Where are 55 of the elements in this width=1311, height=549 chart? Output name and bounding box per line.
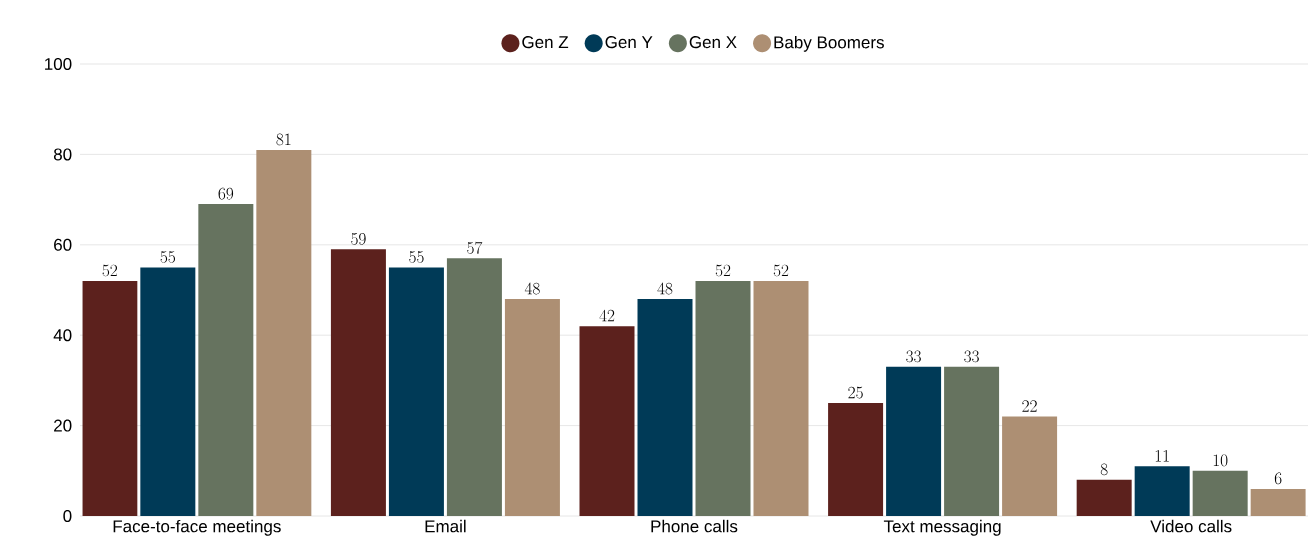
x-tick-label: Phone calls (651, 519, 738, 533)
bar (256, 149, 312, 516)
data-label: 52 (773, 264, 789, 277)
data-label: 48 (524, 282, 540, 295)
y-tick-label: 20 (54, 419, 72, 432)
x-tick-label: Face-to-face meetings (113, 519, 281, 536)
bar (828, 403, 884, 516)
bar (695, 280, 751, 516)
y-tick-label: 0 (63, 509, 72, 523)
data-label: 42 (599, 309, 615, 322)
y-tick-label: 60 (54, 238, 72, 251)
bar (140, 267, 196, 516)
x-tick-label: Video calls (1150, 519, 1232, 533)
legend-label: Gen Z (522, 36, 569, 49)
data-label: 22 (1022, 400, 1037, 412)
bar (198, 204, 254, 516)
data-label: 48 (657, 282, 673, 295)
bar (446, 258, 502, 516)
data-label: 81 (276, 133, 291, 146)
data-label: 52 (102, 264, 118, 277)
data-label: 55 (409, 251, 424, 263)
bar (82, 280, 138, 516)
bar (753, 280, 809, 516)
bar (579, 326, 635, 516)
bar (886, 366, 942, 516)
legend-label: Gen X (689, 36, 737, 49)
y-tick-label: 40 (53, 329, 72, 342)
data-label: 52 (715, 264, 731, 277)
y-tick-label: 80 (53, 148, 72, 161)
x-tick-label: Text messaging (883, 519, 1001, 536)
x-tick-label: Email (425, 519, 466, 533)
data-label: 25 (848, 386, 863, 399)
data-label: 8 (1100, 463, 1108, 476)
bar (1250, 488, 1306, 516)
data-label: 59 (351, 233, 366, 245)
bar (330, 249, 386, 516)
bar (388, 267, 444, 516)
data-label: 33 (964, 350, 979, 363)
bar (1192, 470, 1248, 516)
data-label: 57 (467, 241, 483, 254)
data-label: 55 (160, 251, 176, 263)
bar (1134, 466, 1190, 516)
y-tick-label: 100 (45, 57, 72, 71)
data-label: 69 (218, 187, 234, 200)
data-label: 10 (1213, 454, 1228, 467)
bar (1076, 479, 1132, 516)
bar (504, 299, 560, 516)
bar (637, 299, 693, 516)
data-label: 6 (1274, 472, 1282, 485)
data-label: 33 (906, 350, 921, 363)
bar (1002, 416, 1058, 516)
bar (944, 366, 1000, 516)
legend-label: Gen Y (605, 36, 653, 49)
legend-label: Baby Boomers (774, 35, 884, 52)
data-label: 11 (1155, 450, 1169, 462)
